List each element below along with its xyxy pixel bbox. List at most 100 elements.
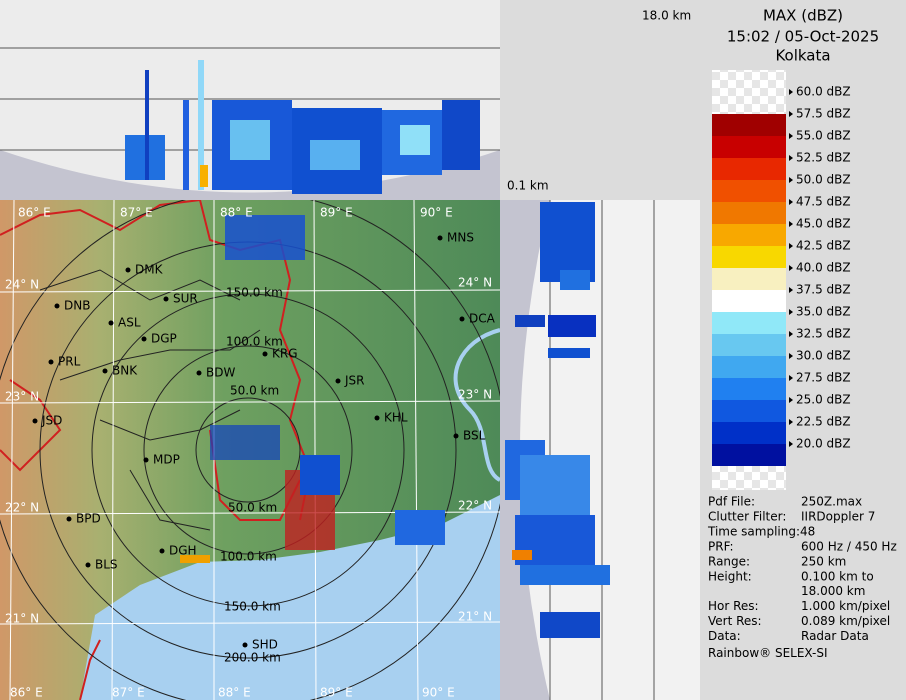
product: MAX (dBZ) <box>763 7 843 25</box>
legend-arrow <box>789 199 793 205</box>
map-echoes <box>180 215 445 563</box>
legend-label: 20.0 dBZ <box>796 437 851 451</box>
legend-label: 45.0 dBZ <box>796 217 851 231</box>
lon-label: 88° E <box>218 686 251 700</box>
legend-swatch <box>712 224 786 246</box>
city-dot <box>453 433 459 439</box>
legend-arrow <box>789 177 793 183</box>
city-dot <box>108 320 114 326</box>
city-dot <box>125 267 131 273</box>
lat-label: 23° N <box>5 390 39 404</box>
legend-arrow <box>789 265 793 271</box>
legend-swatch <box>712 158 786 180</box>
city-dot <box>262 351 268 357</box>
info-value: 1.000 km/pixel <box>801 599 890 613</box>
lon-label: 90° E <box>420 206 453 220</box>
right-echoes <box>505 202 610 638</box>
info-label: Pdf File: <box>708 495 755 509</box>
info-label: PRF: <box>708 540 734 554</box>
city-dot <box>374 415 380 421</box>
legend-swatch <box>712 400 786 422</box>
lat-label: 22° N <box>5 501 39 515</box>
range-label: 150.0 km <box>226 286 283 300</box>
city-dot <box>159 548 165 554</box>
city-label: JSR <box>344 374 365 388</box>
range-label: 150.0 km <box>224 600 281 614</box>
legend-over <box>712 70 786 114</box>
lon-label: 87° E <box>112 686 145 700</box>
info: Pdf File: 250Z.max Clutter Filter: IIRDoppl… <box>707 495 897 661</box>
legend-label: 40.0 dBZ <box>796 261 851 275</box>
legend-label: 60.0 dBZ <box>796 85 851 99</box>
info-value: IIRDoppler 7 <box>801 510 875 524</box>
city-dot <box>242 642 248 648</box>
legend-swatch <box>712 246 786 268</box>
lon-label: 89° E <box>320 686 353 700</box>
city-dot <box>102 368 108 374</box>
info-label: Data: <box>708 629 741 643</box>
legend-swatch <box>712 268 786 290</box>
legend-arrow <box>789 353 793 359</box>
districts <box>39 269 261 531</box>
city-label: SHD <box>252 638 278 652</box>
city-dot <box>48 359 54 365</box>
city-label: SUR <box>173 292 198 306</box>
legend-arrow <box>789 221 793 227</box>
city-label: DCA <box>469 312 496 326</box>
city-label: ASL <box>118 316 141 330</box>
map-labels: 86° E 87° E 88° E 89° E 90° E 86° E 87° E 88° E… <box>5 206 496 700</box>
city-label: PRL <box>58 355 81 369</box>
legend-label: 22.5 dBZ <box>796 415 851 429</box>
legend-label: 52.5 dBZ <box>796 151 851 165</box>
city-dot <box>196 370 202 376</box>
info-value: Radar Data <box>801 629 869 643</box>
right-shade <box>500 200 550 700</box>
legend-swatch <box>712 312 786 334</box>
info-value: 0.100 km to <box>801 570 874 584</box>
city-label: BDW <box>206 366 235 380</box>
range-label: 50.0 km <box>230 384 279 398</box>
city-label: BSL <box>463 429 486 443</box>
lon-label: 87° E <box>120 206 153 220</box>
lon-label: 89° E <box>320 206 353 220</box>
legend-arrow <box>789 419 793 425</box>
info-value: 600 Hz / 450 Hz <box>801 540 897 554</box>
legend-arrow <box>789 111 793 117</box>
info-label: Height: <box>708 570 752 584</box>
lat-label: 24° N <box>5 278 39 292</box>
city-dot <box>163 296 169 302</box>
legend-arrow <box>789 287 793 293</box>
city-dot <box>32 418 38 424</box>
city-label: JSD <box>41 414 62 428</box>
legend-swatch <box>712 356 786 378</box>
city-label: DGH <box>169 544 197 558</box>
city-label: DGP <box>151 332 177 346</box>
lon-label: 90° E <box>422 686 455 700</box>
legend-arrow <box>789 155 793 161</box>
legend-swatch <box>712 136 786 158</box>
legend-swatch <box>712 290 786 312</box>
legend-swatch <box>712 180 786 202</box>
city-label: BLS <box>95 558 118 572</box>
legend-label: 47.5 dBZ <box>796 195 851 209</box>
top-height-label: 18.0 km <box>642 9 691 23</box>
bottom-height-label: 0.1 km <box>507 179 549 193</box>
legend-arrow <box>789 375 793 381</box>
legend-label: 42.5 dBZ <box>796 239 851 253</box>
lon-label: 88° E <box>220 206 253 220</box>
range-label: 200.0 km <box>224 651 281 665</box>
legend-arrow <box>789 243 793 249</box>
legend-label: 37.5 dBZ <box>796 283 851 297</box>
city-label: DMK <box>135 263 164 277</box>
city-dot <box>459 316 465 322</box>
city-label: DNB <box>64 299 90 313</box>
legend-label: 57.5 dBZ <box>796 107 851 121</box>
city-dot <box>141 336 147 342</box>
city-label: MNS <box>447 231 474 245</box>
lat-label: 21° N <box>458 610 492 624</box>
range-label: 100.0 km <box>220 550 277 564</box>
legend-swatch <box>712 114 786 136</box>
city-label: KRG <box>272 347 298 361</box>
legend: 60.0 dBZ 57.5 dBZ 55.0 dBZ 52.5 dBZ 50.0 dBZ… <box>712 85 851 466</box>
lon-label: 86° E <box>18 206 51 220</box>
